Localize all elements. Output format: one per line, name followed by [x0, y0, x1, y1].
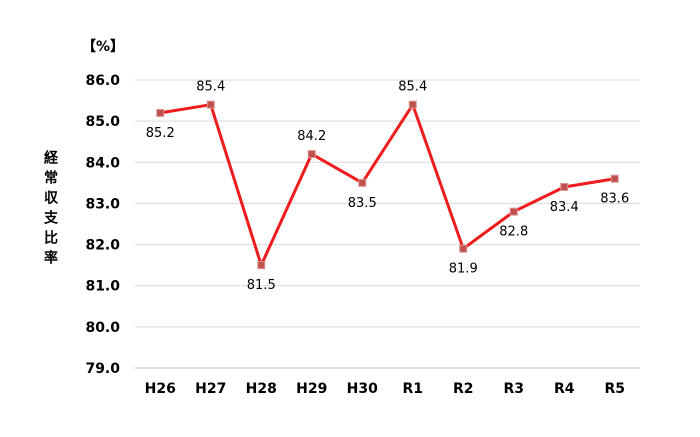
x-tick-label: R5	[604, 381, 625, 397]
gridlines	[135, 79, 640, 369]
series-layer	[156, 100, 619, 270]
unit-label: 【%】	[82, 39, 125, 55]
data-point	[408, 100, 417, 109]
y-tick-label: 86.0	[85, 73, 120, 89]
data-label: 83.6	[600, 192, 629, 207]
data-label: 85.2	[146, 126, 175, 141]
data-point	[156, 108, 165, 117]
x-tick-label: H27	[195, 381, 226, 397]
data-point	[206, 100, 215, 109]
data-point	[560, 182, 569, 191]
x-tick-label: R3	[503, 381, 524, 397]
data-label: 83.4	[550, 200, 579, 215]
y-axis-ticks: 86.0 85.0 84.0 83.0 82.0 81.0 80.0 79.0	[85, 73, 120, 377]
data-label: 83.5	[348, 196, 377, 211]
x-tick-label: H29	[296, 381, 327, 397]
data-point	[257, 261, 266, 270]
x-tick-label: R2	[453, 381, 474, 397]
data-label: 84.2	[297, 129, 326, 144]
x-tick-label: H28	[246, 381, 277, 397]
x-tick-label: R4	[554, 381, 575, 397]
y-tick-label: 82.0	[85, 238, 120, 254]
x-tick-label: H30	[347, 381, 378, 397]
data-label: 81.5	[247, 278, 276, 293]
data-point	[509, 207, 518, 216]
data-label: 85.4	[196, 80, 225, 95]
y-tick-label: 85.0	[85, 114, 120, 130]
data-labels: 85.2 85.4 81.5 84.2 83.5 85.4 81.9 82.8 83.4 83.6	[146, 80, 629, 293]
series-line	[160, 103, 615, 267]
y-tick-label: 79.0	[85, 361, 120, 377]
data-point	[307, 150, 316, 159]
data-point	[358, 178, 367, 187]
data-point	[459, 244, 468, 253]
data-label: 82.8	[499, 225, 528, 240]
x-tick-label: R1	[402, 381, 423, 397]
y-tick-label: 80.0	[85, 320, 120, 336]
y-tick-label: 81.0	[85, 279, 120, 295]
y-tick-label: 84.0	[85, 155, 120, 171]
data-point	[610, 174, 619, 183]
data-label: 81.9	[449, 262, 478, 277]
data-label: 85.4	[398, 80, 427, 95]
x-tick-label: H26	[145, 381, 176, 397]
y-axis-title: 経常収支比率	[42, 150, 58, 270]
x-axis-ticks: H26 H27 H28 H29 H30 R1 R2 R3 R4 R5	[145, 381, 625, 397]
y-tick-label: 83.0	[85, 196, 120, 212]
